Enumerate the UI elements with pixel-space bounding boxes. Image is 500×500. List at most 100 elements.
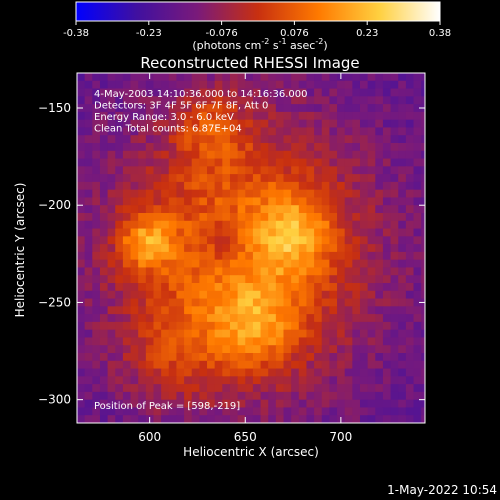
heatmap-pixel <box>375 329 384 339</box>
heatmap-pixel <box>314 96 323 105</box>
heatmap-pixel <box>268 104 277 113</box>
heatmap-pixel <box>252 73 262 82</box>
heatmap-pixel <box>352 353 361 362</box>
heatmap-pixel <box>291 150 300 160</box>
heatmap-pixel <box>130 415 139 423</box>
heatmap-pixel <box>314 166 323 175</box>
heatmap-pixel <box>314 244 323 253</box>
heatmap-pixel <box>161 306 170 315</box>
heatmap-pixel <box>145 290 155 300</box>
heatmap-pixel <box>337 111 346 121</box>
heatmap-pixel <box>275 111 285 121</box>
heatmap-pixel <box>115 391 124 401</box>
heatmap-pixel <box>168 228 178 237</box>
heatmap-pixel <box>283 158 292 167</box>
heatmap-pixel <box>337 275 346 284</box>
heatmap-pixel <box>77 150 86 160</box>
heatmap-pixel <box>421 283 425 292</box>
heatmap-pixel <box>390 283 399 292</box>
heatmap-pixel <box>359 314 369 323</box>
heatmap-pixel <box>130 259 139 269</box>
heatmap-pixel <box>375 306 384 315</box>
heatmap-pixel <box>306 111 315 121</box>
heatmap-pixel <box>222 174 231 183</box>
heatmap-pixel <box>207 337 216 346</box>
heatmap-pixel <box>92 80 101 90</box>
heatmap-pixel <box>122 228 132 237</box>
heatmap-pixel <box>367 267 376 276</box>
heatmap-pixel <box>298 275 308 284</box>
heatmap-pixel <box>122 407 132 416</box>
heatmap-pixel <box>260 376 269 385</box>
heatmap-pixel <box>367 205 376 214</box>
heatmap-pixel <box>122 96 132 105</box>
heatmap-pixel <box>329 80 338 90</box>
heatmap-pixel <box>321 181 330 191</box>
heatmap-pixel <box>382 244 392 253</box>
heatmap-pixel <box>122 275 132 284</box>
heatmap-pixel <box>229 267 239 276</box>
heatmap-pixel <box>214 150 223 160</box>
heatmap-pixel <box>191 228 200 237</box>
heatmap-pixel <box>161 143 170 152</box>
heatmap-pixel <box>214 283 223 292</box>
heatmap-pixel <box>337 189 346 199</box>
heatmap-pixel <box>92 244 101 253</box>
heatmap-pixel <box>329 329 338 339</box>
heatmap-pixel <box>145 306 155 315</box>
heatmap-pixel <box>237 174 246 183</box>
heatmap-pixel <box>413 96 422 105</box>
heatmap-pixel <box>306 181 315 191</box>
heatmap-pixel <box>237 150 246 160</box>
heatmap-pixel <box>99 143 109 152</box>
heatmap-pixel <box>122 251 132 261</box>
heatmap-pixel <box>314 275 323 284</box>
heatmap-pixel <box>405 368 415 377</box>
heatmap-pixel <box>168 205 178 214</box>
heatmap-pixel <box>291 189 300 199</box>
heatmap-pixel <box>199 415 208 423</box>
heatmap-pixel <box>344 127 353 136</box>
heatmap-pixel <box>115 267 124 276</box>
heatmap-pixel <box>77 73 86 82</box>
heatmap-pixel <box>260 353 269 362</box>
heatmap-pixel <box>153 88 162 97</box>
heatmap-pixel <box>184 143 193 152</box>
heatmap-pixel <box>138 220 147 230</box>
heatmap-pixel <box>77 368 86 377</box>
heatmap-pixel <box>145 360 155 370</box>
heatmap-pixel <box>145 368 155 377</box>
heatmap-pixel <box>405 329 415 339</box>
heatmap-pixel <box>375 150 384 160</box>
heatmap-pixel <box>344 251 353 261</box>
heatmap-pixel <box>199 368 208 377</box>
heatmap-pixel <box>115 244 124 253</box>
heatmap-pixel <box>99 376 109 385</box>
heatmap-pixel <box>352 174 361 183</box>
heatmap-pixel <box>382 181 392 191</box>
heatmap-pixel <box>367 236 376 245</box>
heatmap-pixel <box>161 197 170 206</box>
heatmap-pixel <box>176 104 185 113</box>
heatmap-pixel <box>359 104 369 113</box>
heatmap-pixel <box>176 127 185 136</box>
heatmap-pixel <box>314 73 323 82</box>
heatmap-pixel <box>176 150 185 160</box>
heatmap-pixel <box>161 166 170 175</box>
heatmap-pixel <box>298 283 308 292</box>
heatmap-pixel <box>214 391 223 401</box>
heatmap-pixel <box>77 143 86 152</box>
heatmap-pixel <box>260 321 269 331</box>
heatmap-pixel <box>99 213 109 222</box>
heatmap-pixel <box>207 228 216 237</box>
heatmap-pixel <box>260 407 269 416</box>
heatmap-pixel <box>283 174 292 183</box>
heatmap-pixel <box>245 213 254 222</box>
heatmap-pixel <box>168 174 178 183</box>
heatmap-pixel <box>314 353 323 362</box>
heatmap-pixel <box>222 213 231 222</box>
heatmap-pixel <box>245 314 254 323</box>
heatmap-pixel <box>306 244 315 253</box>
heatmap-pixel <box>237 189 246 199</box>
heatmap-pixel <box>184 251 193 261</box>
